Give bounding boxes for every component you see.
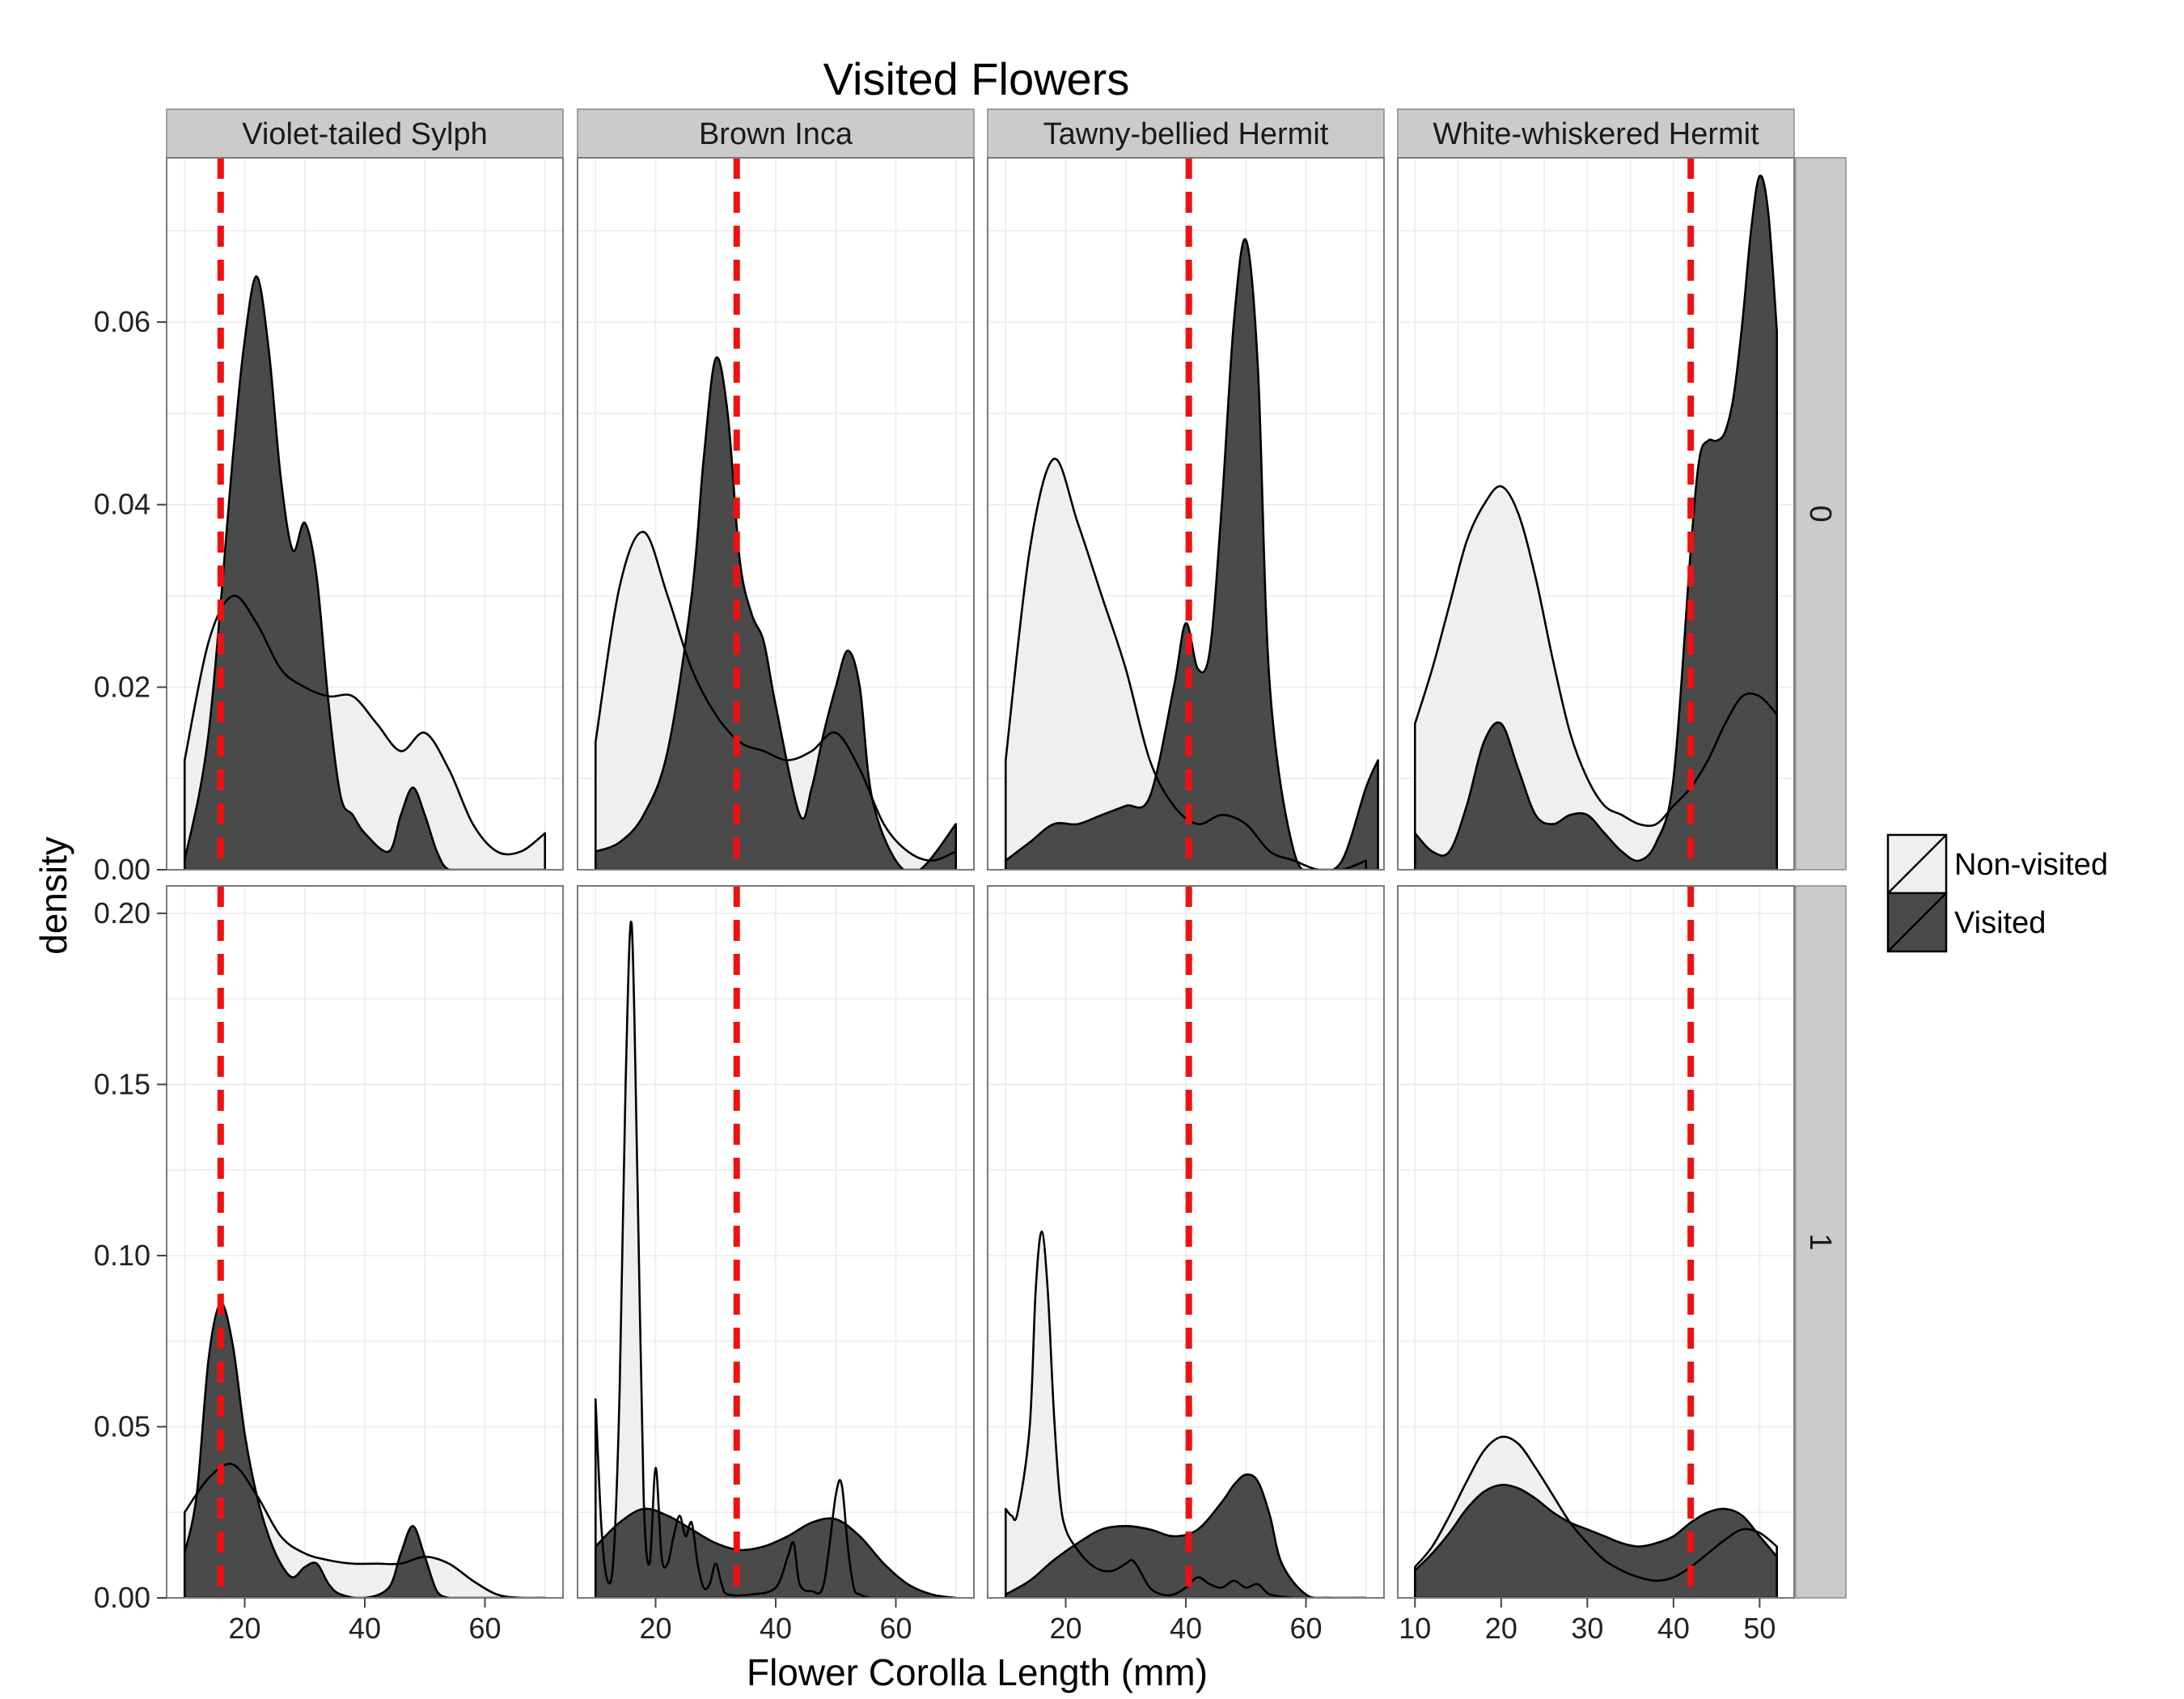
visited-density-area xyxy=(595,1508,956,1598)
panel-content xyxy=(1004,886,1366,1598)
column-strip xyxy=(987,108,1385,159)
visited-density-line xyxy=(594,356,958,870)
panel-border xyxy=(1397,157,1795,871)
visited-density-area xyxy=(1415,176,1777,870)
facet-panel xyxy=(577,885,975,1599)
panel-border xyxy=(1397,885,1795,1599)
row-strip-label: 0 xyxy=(1803,505,1837,522)
visited-density-line xyxy=(1004,238,1379,870)
x-tick-label: 10 xyxy=(1399,1612,1431,1645)
x-axis-title: Flower Corolla Length (mm) xyxy=(747,1651,1208,1693)
non-visited-density-area xyxy=(1005,459,1366,870)
y-tick-label: 0.00 xyxy=(94,1581,150,1614)
legend-label: Visited xyxy=(1954,906,2046,940)
visited-density-line xyxy=(1414,174,1778,870)
legend-label: Non-visited xyxy=(1954,848,2108,882)
panel-content xyxy=(594,886,956,1598)
panel-border xyxy=(987,157,1385,871)
legend-key-slash xyxy=(1887,892,1947,952)
x-tick-label: 20 xyxy=(1485,1612,1517,1645)
panels-layer: Violet-tailed Sylph Brown Inca Tawny-belli… xyxy=(166,108,1847,1599)
non-visited-density-line xyxy=(183,595,547,870)
non-visited-density-line xyxy=(183,1463,545,1598)
non-visited-density-line xyxy=(1004,1231,1294,1598)
non-visited-density-line xyxy=(1414,485,1778,870)
visited-density-area xyxy=(184,1303,449,1598)
column-strip-label: White-whiskered Hermit xyxy=(1433,117,1759,151)
facet-panel xyxy=(1397,885,1795,1599)
x-tick-label: 40 xyxy=(1170,1612,1202,1645)
panel-border xyxy=(577,157,975,871)
legend-key-slash xyxy=(1887,834,1947,894)
visited-density-area xyxy=(184,276,473,870)
visited-density-area xyxy=(595,357,956,870)
row-strip xyxy=(1795,885,1847,1599)
panel-content xyxy=(183,158,547,870)
non-visited-density-area xyxy=(1005,1231,1294,1598)
facet-panel xyxy=(987,885,1385,1599)
y-tick-label: 0.06 xyxy=(94,305,150,338)
y-tick-label: 0.15 xyxy=(94,1067,150,1100)
non-visited-density-line xyxy=(1414,1435,1778,1598)
panel-border xyxy=(166,157,564,871)
panel-content xyxy=(1414,886,1778,1598)
x-tick-label: 20 xyxy=(1049,1612,1081,1645)
column-strip-label: Tawny-bellied Hermit xyxy=(1043,117,1329,151)
x-tick-label: 50 xyxy=(1743,1612,1776,1645)
facet-panel xyxy=(166,157,564,871)
chart-title: Visited Flowers xyxy=(823,53,1130,104)
y-tick-label: 0.10 xyxy=(94,1239,150,1272)
legend: Non-visited Visited xyxy=(1886,833,2108,953)
y-axis-title: density xyxy=(32,837,74,955)
x-tick-label: 60 xyxy=(468,1612,501,1645)
x-tick-label: 40 xyxy=(349,1612,381,1645)
x-tick-label: 20 xyxy=(639,1612,671,1645)
x-tick-label: 60 xyxy=(879,1612,912,1645)
visited-density-line xyxy=(594,1507,956,1598)
panel-content xyxy=(183,886,545,1598)
column-strip-label: Brown Inca xyxy=(699,117,853,151)
panel-content xyxy=(594,158,958,870)
facet-panel xyxy=(166,885,564,1599)
non-visited-density-line xyxy=(594,531,958,870)
panel-content xyxy=(1414,158,1778,870)
axes-layer: 0.00 0.02 0.04 0.06 0.00 0.05 0.10 0.15 0.20 20 40… xyxy=(94,305,1776,1645)
visited-density-line xyxy=(183,275,473,870)
y-tick-label: 0.04 xyxy=(94,488,150,521)
row-strip-label: 1 xyxy=(1803,1233,1837,1250)
column-strip xyxy=(577,108,975,159)
facet-panel xyxy=(577,157,975,871)
column-strip-label: Violet-tailed Sylph xyxy=(242,117,487,151)
y-tick-label: 0.02 xyxy=(94,670,150,703)
y-tick-label: 0.05 xyxy=(94,1409,150,1443)
x-tick-label: 60 xyxy=(1289,1612,1322,1645)
visited-density-line xyxy=(1004,1473,1366,1598)
y-tick-label: 0.00 xyxy=(94,853,150,886)
column-strip xyxy=(166,108,564,159)
visited-density-line xyxy=(183,1302,450,1598)
row-strip xyxy=(1795,157,1847,871)
x-tick-label: 40 xyxy=(1657,1612,1690,1645)
non-visited-density-line xyxy=(594,920,896,1598)
panel-background xyxy=(1398,886,1794,1598)
x-tick-label: 40 xyxy=(760,1612,792,1645)
y-tick-label: 0.20 xyxy=(94,896,150,930)
x-tick-label: 30 xyxy=(1571,1612,1603,1645)
facet-panel xyxy=(1397,157,1795,871)
visited-density-line xyxy=(1414,1483,1778,1598)
x-tick-label: 20 xyxy=(228,1612,260,1645)
panel-content xyxy=(1004,158,1379,870)
facet-panel xyxy=(987,157,1385,871)
